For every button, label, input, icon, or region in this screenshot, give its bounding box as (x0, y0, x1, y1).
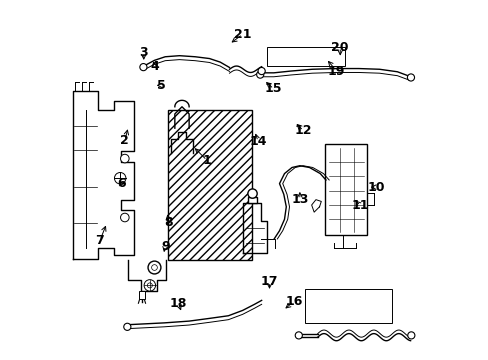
Bar (167, 111, 251, 260)
Bar (325, 144, 366, 235)
Bar (304, 289, 391, 323)
Circle shape (121, 154, 129, 163)
Text: 19: 19 (327, 64, 345, 77)
Text: 14: 14 (249, 135, 266, 148)
Circle shape (148, 261, 161, 274)
Text: 21: 21 (233, 28, 251, 41)
Text: 6: 6 (117, 177, 125, 190)
Text: 17: 17 (260, 275, 278, 288)
Text: 18: 18 (169, 297, 187, 310)
Text: 4: 4 (150, 60, 159, 73)
Text: 9: 9 (161, 240, 169, 253)
Circle shape (295, 332, 302, 339)
Text: 3: 3 (139, 46, 148, 59)
Circle shape (114, 172, 125, 184)
Circle shape (407, 332, 414, 339)
Text: 10: 10 (367, 181, 385, 194)
Text: 15: 15 (264, 82, 282, 95)
Circle shape (147, 283, 152, 288)
Text: 11: 11 (351, 199, 368, 212)
Circle shape (123, 323, 131, 330)
Text: 2: 2 (120, 134, 129, 147)
Text: 7: 7 (95, 234, 104, 247)
Circle shape (151, 265, 157, 270)
Text: 13: 13 (290, 193, 308, 206)
Text: 20: 20 (331, 41, 348, 54)
Circle shape (256, 71, 263, 78)
Circle shape (258, 67, 264, 75)
Bar (247, 197, 257, 203)
Text: 1: 1 (202, 154, 211, 167)
Bar (139, 292, 145, 298)
Text: 5: 5 (157, 79, 165, 92)
Circle shape (407, 74, 414, 81)
Text: 16: 16 (285, 295, 302, 308)
Circle shape (121, 213, 129, 222)
Circle shape (144, 280, 155, 291)
Bar (266, 47, 344, 66)
Text: 12: 12 (294, 124, 311, 137)
Circle shape (140, 64, 147, 71)
Circle shape (247, 189, 257, 198)
Text: 8: 8 (164, 216, 173, 229)
